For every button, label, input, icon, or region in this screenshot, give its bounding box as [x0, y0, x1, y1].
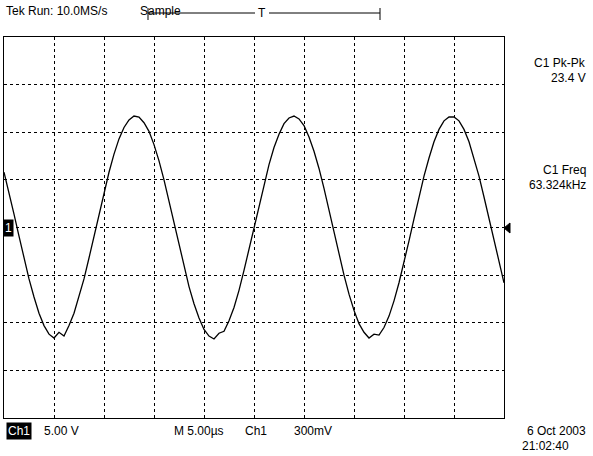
svg-text:Tek Run: 10.0MS/s: Tek Run: 10.0MS/s — [6, 4, 107, 18]
svg-text:Ch1: Ch1 — [245, 424, 267, 438]
svg-text:Ch1: Ch1 — [8, 424, 30, 438]
svg-text:T: T — [258, 6, 266, 20]
svg-text:6 Oct 2003: 6 Oct 2003 — [527, 424, 586, 438]
svg-text:300mV: 300mV — [294, 424, 332, 438]
svg-text:Sample: Sample — [140, 4, 181, 18]
svg-text:C1 Freq: C1 Freq — [543, 163, 586, 177]
svg-text:21:02:40: 21:02:40 — [522, 439, 569, 453]
svg-text:1: 1 — [5, 221, 12, 235]
svg-text:C1 Pk-Pk: C1 Pk-Pk — [534, 56, 586, 70]
svg-text:63.324kHz: 63.324kHz — [529, 178, 586, 192]
svg-text:M 5.00µs: M 5.00µs — [174, 424, 224, 438]
svg-text:23.4 V: 23.4 V — [551, 71, 586, 85]
svg-text:5.00 V: 5.00 V — [44, 424, 79, 438]
